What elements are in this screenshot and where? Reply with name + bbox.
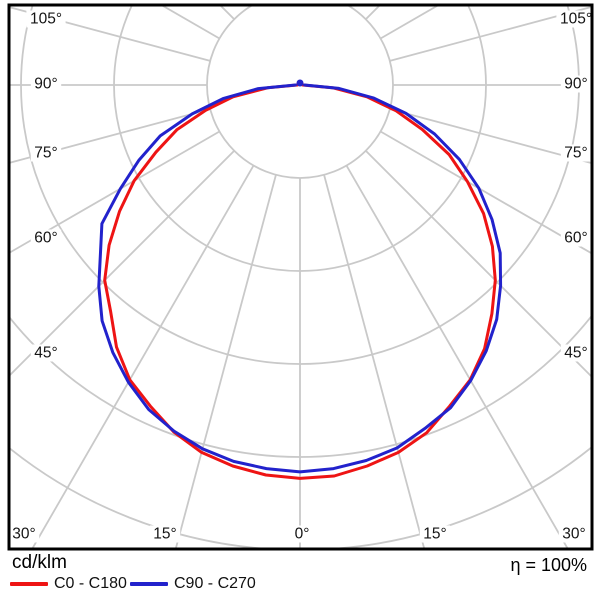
intensity-curves bbox=[97, 83, 503, 480]
legend-item-c0-c180: C0 - C180 bbox=[10, 575, 127, 593]
angle-label: 45° bbox=[34, 345, 57, 362]
angle-label: 15° bbox=[423, 526, 446, 543]
angle-label: 45° bbox=[564, 345, 587, 362]
angle-label: 105° bbox=[560, 11, 592, 28]
grid-radial-45 bbox=[365, 150, 591, 377]
grid-radial--15 bbox=[175, 174, 277, 548]
efficiency-label: η = 100% bbox=[510, 555, 587, 575]
curve-C90-C270 bbox=[97, 83, 503, 474]
legend-line-blue bbox=[130, 582, 168, 586]
angle-label: 15° bbox=[153, 526, 176, 543]
plot-frame bbox=[7, 3, 594, 551]
grid-radial--105 bbox=[10, 6, 211, 62]
grid-radial-15 bbox=[323, 174, 425, 548]
legend-label-c90-c270: C90 - C270 bbox=[174, 575, 256, 592]
apex-marker-dot bbox=[296, 79, 304, 87]
grid-radial-30 bbox=[345, 165, 569, 548]
grid-radial-60 bbox=[380, 130, 591, 254]
curve-C0-C180 bbox=[103, 83, 497, 480]
angle-label: 75° bbox=[34, 145, 57, 162]
grid-radial-75 bbox=[389, 108, 591, 164]
angle-label: 90° bbox=[564, 76, 587, 93]
grid-radial--60 bbox=[10, 130, 220, 254]
legend-label-c0-c180: C0 - C180 bbox=[54, 575, 127, 592]
angle-label: 30° bbox=[562, 526, 585, 543]
angle-label: 60° bbox=[34, 230, 57, 247]
angle-label: 60° bbox=[564, 230, 587, 247]
angle-label: 0° bbox=[295, 526, 310, 543]
angle-labels: 105° 90° 75° 60° 45° 105° 90° 75° 60° 45° 30° 15° 0°… bbox=[8, 10, 596, 543]
angle-label: 75° bbox=[564, 145, 587, 162]
legend-item-c90-c270: C90 - C270 bbox=[130, 575, 256, 593]
unit-label: cd/klm bbox=[12, 552, 67, 573]
grid-radial--45 bbox=[10, 150, 235, 376]
grid-ring-100 bbox=[206, 6, 394, 179]
grid-radial--30 bbox=[31, 165, 255, 548]
grid-radial-105 bbox=[389, 6, 591, 62]
angle-label: 90° bbox=[34, 76, 57, 93]
grid-radial--75 bbox=[10, 108, 211, 164]
legend-line-red bbox=[10, 582, 48, 586]
angle-label: 105° bbox=[30, 11, 62, 28]
angle-label: 30° bbox=[12, 526, 35, 543]
